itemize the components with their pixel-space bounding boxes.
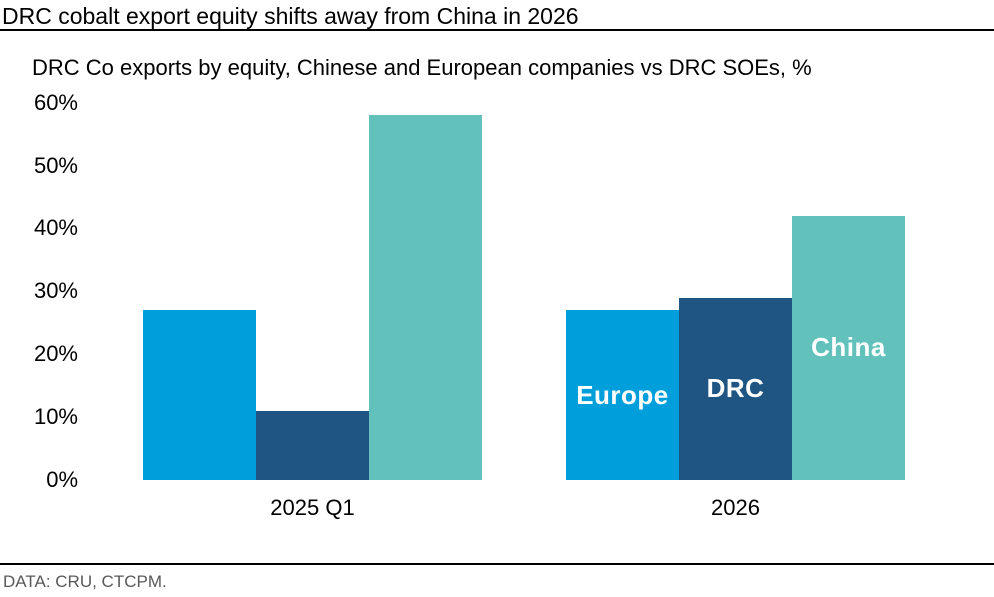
y-tick-label-50: 50% [33,152,78,178]
y-tick-label-20: 20% [33,341,78,367]
y-tick-label-10: 10% [33,404,78,430]
bar-europe-2026: Europe [566,310,679,480]
x-tick-label-2025-q1: 2025 Q1 [270,495,355,520]
y-tick-label-60: 60% [33,89,78,115]
bar-china-2026: China [792,215,905,480]
bar-china-2025-q1 [369,115,482,480]
bar-label-europe: Europe [576,379,669,410]
bar-drc-2025-q1 [256,410,369,480]
bar-label-china: China [811,332,886,363]
bar-label-drc: DRC [706,373,765,404]
bar-europe-2025-q1 [143,310,256,480]
chart-subtitle: DRC Co exports by equity, Chinese and Eu… [32,55,812,80]
y-tick-label-30: 30% [33,278,78,304]
page-title: DRC cobalt export equity shifts away fro… [2,3,579,29]
footer-divider [0,563,994,565]
y-tick-label-40: 40% [33,215,78,241]
data-source: DATA: CRU, CTCPM. [3,572,167,591]
y-tick-label-0: 0% [46,467,78,492]
bar-drc-2026: DRC [679,297,792,480]
title-divider [0,29,994,31]
x-tick-label-2026: 2026 [711,495,760,520]
